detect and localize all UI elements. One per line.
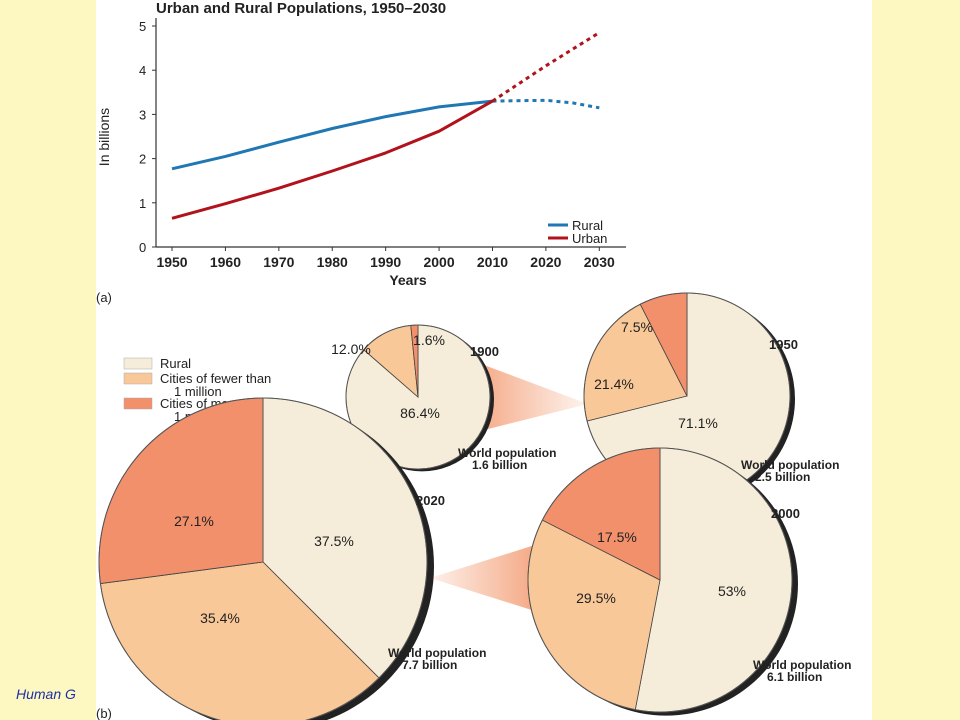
y-tick-label: 3 (139, 107, 146, 122)
rural-series-projection (492, 98, 600, 110)
legend-label-urban: Urban (572, 231, 607, 246)
figure-svg: Urban and Rural Populations, 1950–203001… (96, 0, 851, 720)
pie-year-2020: 2020 (416, 493, 445, 508)
x-tick-label: 2010 (477, 254, 508, 270)
pie-population-1900: World population (458, 446, 556, 460)
line-chart-title: Urban and Rural Populations, 1950–2030 (156, 0, 446, 17)
connector-2000-2020 (430, 544, 538, 612)
panel-label-b: (b) (96, 706, 112, 720)
legend-swatch-large-cities (123, 397, 153, 410)
legend-label-rural: Rural (572, 218, 603, 233)
pie-year-1900: 1900 (470, 344, 499, 359)
pie-label-1900-small-cities: 12.0% (331, 341, 371, 357)
urban-series-line (171, 99, 494, 220)
pie-label-2000-large-cities: 17.5% (597, 529, 637, 545)
pie-label-2020-rural: 37.5% (314, 533, 354, 549)
pie-label-1950-large-cities: 7.5% (621, 319, 653, 335)
x-tick-label: 2020 (530, 254, 561, 270)
pie-label-1950-small-cities: 21.4% (594, 376, 634, 392)
legend-swatch-small-cities (123, 372, 153, 385)
pie-outline-1900 (345, 324, 491, 470)
pie-label-1900-large-cities: 1.6% (413, 332, 445, 348)
pie-label-2000-small-cities: 29.5% (576, 590, 616, 606)
x-tick-label: 1950 (156, 254, 187, 270)
x-tick-label: 1960 (210, 254, 241, 270)
pie-label-1900-rural: 86.4% (400, 405, 440, 421)
x-tick-label: 2030 (584, 254, 615, 270)
pie-label-1950-rural: 71.1% (678, 415, 718, 431)
pie-population-1900: 1.6 billion (472, 458, 527, 472)
y-tick-label: 2 (139, 152, 146, 167)
legend-label-rural: Rural (160, 356, 191, 371)
pie-label-2020-small-cities: 35.4% (200, 610, 240, 626)
y-tick-label: 0 (139, 240, 146, 255)
pie-year-1950: 1950 (769, 337, 798, 352)
pie-population-2020: 7.7 billion (402, 658, 457, 672)
rural-series-line (171, 99, 493, 171)
pie-population-2020: World population (388, 646, 486, 660)
urban-series-projection (491, 31, 601, 103)
panel-label-a: (a) (96, 290, 112, 305)
connector-1900-1950 (476, 362, 588, 432)
legend-label-small-cities: Cities of fewer than (160, 371, 271, 386)
pie-population-2000: 6.1 billion (767, 670, 822, 684)
pie-label-2020-large-cities: 27.1% (174, 513, 214, 529)
y-tick-label: 5 (139, 19, 146, 34)
footer-caption: Human G (16, 686, 76, 702)
x-tick-label: 1990 (370, 254, 401, 270)
pie-population-2000: World population (753, 658, 851, 672)
y-axis-label: In billions (96, 108, 112, 166)
x-tick-label: 1980 (317, 254, 348, 270)
legend-label-small-cities: 1 million (174, 384, 222, 399)
figure-panel: Urban and Rural Populations, 1950–2030 0 1… (96, 0, 872, 720)
pie-population-1950: 2.5 billion (755, 470, 810, 484)
pie-slice-2020-large-cities (98, 397, 264, 585)
x-axis-label: Years (389, 272, 427, 288)
x-tick-label: 1970 (263, 254, 294, 270)
pie-year-2000: 2000 (771, 506, 800, 521)
pie-outline-2020 (98, 397, 428, 720)
pie-population-1950: World population (741, 458, 839, 472)
y-tick-label: 1 (139, 196, 146, 211)
legend-swatch-rural (123, 357, 153, 370)
pie-label-2000-rural: 53% (718, 583, 746, 599)
y-tick-label: 4 (139, 63, 146, 78)
pie-outline-2000 (527, 447, 793, 713)
x-tick-label: 2000 (423, 254, 454, 270)
